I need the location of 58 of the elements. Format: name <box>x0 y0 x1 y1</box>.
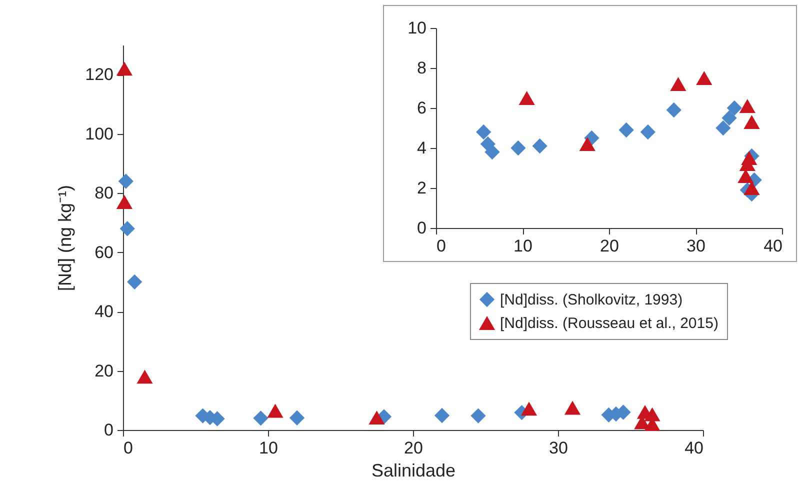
y-tick-label: 4 <box>417 138 426 158</box>
point <box>726 100 742 116</box>
point <box>564 400 581 415</box>
point <box>618 122 634 138</box>
point <box>136 370 153 384</box>
point <box>476 124 492 140</box>
y-tick-label: 2 <box>417 178 426 198</box>
point <box>434 408 450 424</box>
point <box>640 124 656 140</box>
y-tick-label: 0 <box>104 420 114 440</box>
x-tick-label: 0 <box>436 236 446 256</box>
y-tick-label: 100 <box>85 124 114 144</box>
y-tick-label: 10 <box>408 18 426 38</box>
point <box>484 144 500 160</box>
point <box>368 410 385 425</box>
y-tick-label: 60 <box>94 242 114 262</box>
point <box>127 274 142 290</box>
point <box>253 410 268 426</box>
point <box>116 62 133 76</box>
y-tick-label: 80 <box>94 184 114 203</box>
point <box>716 120 731 136</box>
point <box>470 408 486 424</box>
point <box>289 410 305 426</box>
x-tick-label: 20 <box>600 236 619 256</box>
y-tick-label: 6 <box>417 98 426 118</box>
y-axis-title: [Nd] (ng kg⁻¹) <box>55 184 76 292</box>
y-tick-label: 8 <box>417 58 426 78</box>
point <box>518 91 535 105</box>
point <box>722 110 737 126</box>
point <box>267 404 284 418</box>
y-tick-label: 20 <box>94 361 114 380</box>
x-tick-label: 30 <box>686 236 706 256</box>
point <box>510 140 526 156</box>
x-axis-title: Salinidade <box>371 460 456 480</box>
x-tick-label: 0 <box>124 438 133 458</box>
legend-label: [Nd]diss. (Rousseau et al., 2015) <box>500 315 718 332</box>
point <box>118 174 134 189</box>
x-tick-label: 40 <box>684 438 704 458</box>
point <box>120 221 135 236</box>
point <box>744 115 760 129</box>
y-tick-label: 120 <box>85 65 114 84</box>
x-tick-label: 30 <box>549 438 568 458</box>
point <box>116 194 133 209</box>
point <box>738 169 754 183</box>
point <box>670 77 686 91</box>
point <box>696 71 712 85</box>
point <box>579 137 596 151</box>
legend-label: [Nd]diss. (Sholkovitz, 1993) <box>500 292 683 308</box>
point <box>739 99 756 113</box>
point <box>666 102 682 118</box>
y-tick-label: 0 <box>417 218 426 238</box>
x-tick-label: 10 <box>259 438 278 458</box>
x-tick-label: 10 <box>514 236 532 256</box>
point <box>520 402 538 416</box>
x-tick-label: 40 <box>764 236 782 256</box>
point <box>532 138 548 154</box>
point <box>744 181 760 195</box>
y-tick-label: 40 <box>94 302 114 322</box>
